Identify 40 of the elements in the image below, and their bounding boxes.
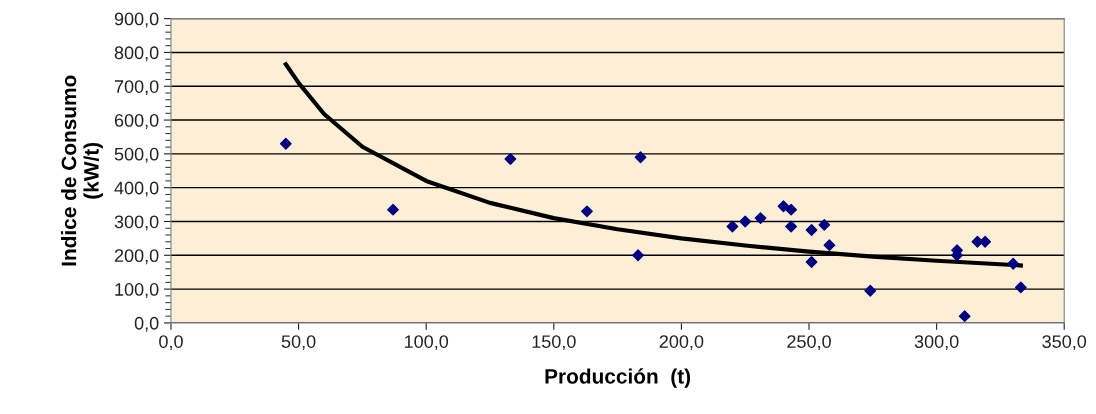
point [864,284,877,297]
point [1007,257,1020,270]
x-tick-label: 250,0 [787,335,831,351]
y-tick-label: 200,0 [114,249,159,265]
point [777,200,790,213]
y-tick-label: 100,0 [115,283,159,298]
point [504,153,517,165]
point [785,220,798,233]
x-axis-title: Producción (t) [545,368,691,388]
point [726,220,739,233]
point [818,218,831,231]
x-tick-label: 100,0 [404,335,449,351]
y-tick-label: 600,0 [114,113,159,129]
point [1014,281,1027,294]
x-tick-label: 300,0 [914,335,959,351]
y-tick-label: 700,0 [114,80,159,96]
point [634,151,647,164]
point [754,212,767,225]
point [785,203,798,216]
x-tick-label: 200,0 [659,335,704,351]
point [958,310,971,323]
y-tick-label: 300,0 [114,215,159,231]
x-tick-label: 150,0 [532,335,576,351]
point [279,137,292,150]
y-tick-label: 400,0 [114,181,159,197]
point [581,205,593,218]
point [805,256,818,268]
y-tick-label: 900,0 [114,12,159,28]
y-tick-label: 0,0 [134,316,159,332]
y-tick-label: 800,0 [114,46,159,62]
x-tick-label: 350,0 [1042,335,1087,351]
y-tick-label: 500,0 [114,147,159,163]
point [387,203,399,216]
y-axis-title: Indice de Consumo (kW/t) [61,75,103,266]
point [823,239,836,252]
x-tick-label: 50,0 [281,335,316,351]
x-tick-label: 0,0 [159,335,183,351]
point [805,224,818,236]
point [632,249,644,262]
point [739,215,752,228]
